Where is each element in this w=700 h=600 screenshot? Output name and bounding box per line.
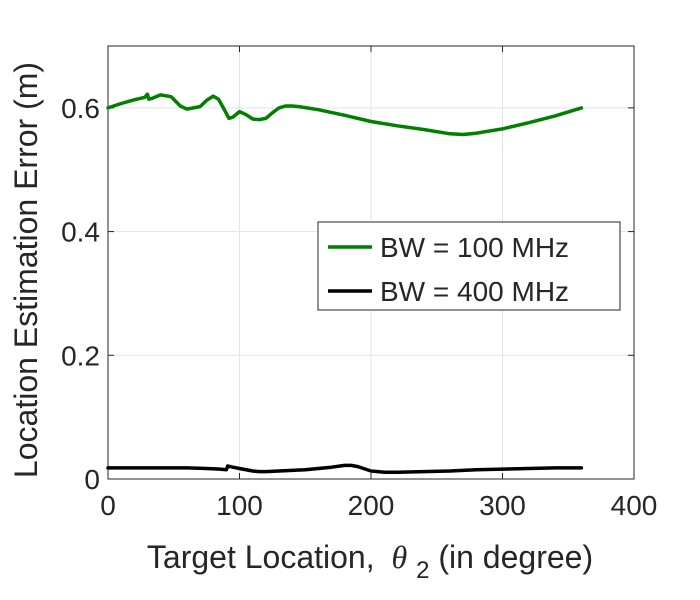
legend: BW = 100 MHz BW = 400 MHz bbox=[317, 221, 621, 311]
series-line-1 bbox=[106, 92, 584, 137]
legend-label-1: BW = 100 MHz bbox=[380, 232, 569, 263]
y-tick-label: 0.6 bbox=[61, 93, 100, 124]
x-tick-label: 300 bbox=[479, 490, 526, 521]
x-axis-label-text: Target Location, bbox=[147, 539, 375, 575]
axis-ticks: 0 100 200 300 400 0 0.2 0.4 0.6 bbox=[61, 46, 657, 521]
x-axis-label-suffix: (in degree) bbox=[438, 539, 593, 575]
y-axis-label: Location Estimation Error (m) bbox=[8, 62, 44, 478]
x-axis-label-symbol: θ bbox=[391, 539, 407, 575]
x-axis-label-subscript: 2 bbox=[416, 557, 429, 584]
y-tick-label: 0.2 bbox=[61, 340, 100, 371]
x-tick-label: 200 bbox=[348, 490, 395, 521]
legend-label-2: BW = 400 MHz bbox=[380, 276, 569, 307]
legend-box bbox=[317, 221, 621, 311]
series-line-2 bbox=[106, 463, 584, 474]
x-tick-label: 0 bbox=[100, 490, 116, 521]
series-layer bbox=[106, 92, 584, 474]
x-tick-label: 400 bbox=[611, 490, 658, 521]
x-tick-label: 100 bbox=[216, 490, 263, 521]
y-tick-label: 0.4 bbox=[61, 217, 100, 248]
y-tick-label: 0 bbox=[84, 464, 100, 495]
x-axis-label: Target Location, θ 2 (in degree) bbox=[147, 539, 593, 585]
